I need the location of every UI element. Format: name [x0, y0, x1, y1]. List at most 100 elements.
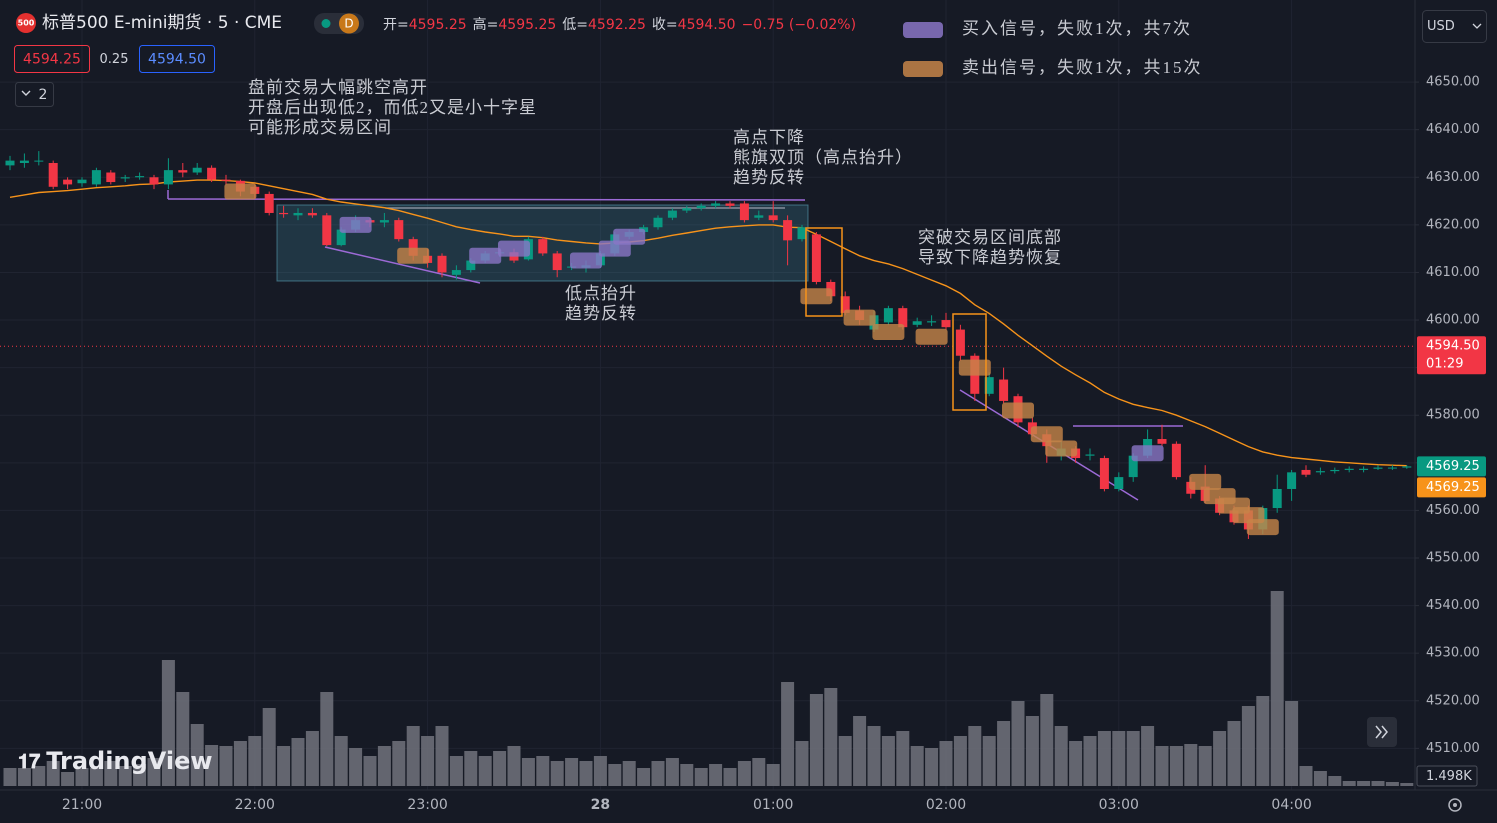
candle-body — [307, 212, 317, 216]
volume-bar — [737, 761, 751, 786]
candle-body — [667, 210, 677, 218]
volume-bar — [881, 736, 895, 786]
symbol-icon-text: 500 — [18, 19, 35, 28]
volume-bar — [219, 746, 233, 786]
settings-icon[interactable] — [1448, 798, 1462, 812]
y-tick-label: 4650.00 — [1426, 75, 1480, 90]
signal-box — [1002, 402, 1034, 419]
volume-bar — [838, 736, 852, 786]
signal-box — [1131, 445, 1164, 462]
candle-body — [1301, 469, 1311, 475]
candle-body — [135, 176, 145, 178]
interval-badge-text: D — [344, 17, 353, 31]
volume-bar — [190, 724, 204, 786]
candle-body — [1272, 488, 1282, 509]
volume-bar — [161, 660, 175, 786]
candle-body — [696, 205, 706, 209]
ohlc-label: 开= — [383, 17, 409, 33]
y-tick-label: 4600.00 — [1426, 313, 1480, 328]
volume-bar — [464, 751, 478, 786]
volume-bar — [75, 768, 89, 786]
legend-swatch — [903, 22, 943, 38]
candle-body — [451, 270, 461, 275]
ohlc-value: 4595.25 — [498, 17, 556, 33]
currency: USD — [1427, 19, 1455, 34]
candle-body — [322, 215, 332, 246]
volume-bar — [982, 736, 996, 786]
candle-body — [883, 308, 893, 323]
volume-bar — [334, 736, 348, 786]
collapse-button[interactable] — [15, 82, 54, 107]
candle-body — [1387, 467, 1397, 469]
candle-body — [797, 227, 807, 240]
x-tick-label: 02:00 — [926, 797, 966, 813]
candle-body — [19, 160, 29, 163]
y-tick-label: 4550.00 — [1426, 550, 1480, 565]
volume-bar — [104, 761, 118, 786]
candle-body — [754, 215, 764, 218]
candle-body — [1157, 439, 1167, 444]
price-label-box — [1417, 336, 1486, 375]
candle-body — [1402, 466, 1412, 468]
currency-button[interactable] — [1422, 10, 1487, 43]
volume-bar — [406, 726, 420, 786]
ohlc-change: −0.75 (−0.02%) — [742, 17, 856, 33]
scroll-button[interactable] — [1367, 717, 1397, 747]
volume-bar — [392, 741, 406, 786]
candle-body — [207, 167, 217, 180]
signal-box — [1189, 473, 1222, 490]
volume-bar — [478, 756, 492, 786]
signal-box — [498, 240, 530, 257]
x-tick-label: 22:00 — [235, 797, 275, 813]
signal-box — [1030, 426, 1063, 443]
x-tick-label: 01:00 — [753, 797, 793, 813]
volume-bar — [118, 766, 132, 786]
candle-body — [1330, 469, 1340, 472]
ask-box[interactable] — [139, 45, 215, 73]
volume-bar — [435, 726, 449, 786]
y-tick-label: 4630.00 — [1426, 170, 1480, 185]
candle-body — [840, 296, 850, 313]
volume-bar — [1112, 731, 1126, 786]
candle-body — [264, 193, 274, 213]
candle-body — [898, 308, 908, 328]
volume-bar — [781, 682, 795, 786]
volume-bar — [3, 768, 17, 786]
volume-bar — [766, 764, 780, 786]
x-tick-label: 21:00 — [62, 797, 102, 813]
volume-bar — [1184, 744, 1198, 786]
x-tick-label: 03:00 — [1099, 797, 1139, 813]
volume-bar — [694, 768, 708, 786]
volume-bar — [593, 756, 607, 786]
candle-body — [768, 215, 778, 221]
y-tick-label: 4640.00 — [1426, 122, 1480, 137]
price-label-box — [1417, 477, 1486, 498]
volume-bar — [133, 764, 147, 786]
signal-box — [613, 228, 646, 245]
volume-bar — [536, 756, 550, 786]
candle-body — [63, 179, 73, 185]
candle-body — [91, 170, 101, 185]
volume-bar — [349, 748, 363, 786]
volume-bar — [910, 746, 924, 786]
volume-bar — [305, 731, 319, 786]
spread: 0.25 — [100, 52, 129, 67]
annotation: 低点抬升 — [565, 284, 637, 303]
candle-body — [725, 203, 735, 206]
volume-bar — [565, 758, 579, 786]
volume-bar — [32, 766, 46, 786]
volume-bar — [277, 746, 291, 786]
price-label-countdown: 01:29 — [1426, 357, 1463, 372]
candle-body — [1085, 454, 1095, 456]
symbol-icon — [16, 13, 36, 33]
candle-body — [653, 217, 663, 228]
bid-box[interactable] — [14, 45, 90, 73]
legend-label: 买入信号，失败1次，共7次 — [962, 19, 1192, 38]
ohlc-value: 4594.50 — [678, 17, 736, 33]
candle-body — [1359, 468, 1369, 470]
signal-box — [1246, 519, 1279, 536]
candle-body — [293, 212, 303, 216]
y-tick-label: 4580.00 — [1426, 408, 1480, 423]
volume-bar — [853, 716, 867, 786]
symbol-title[interactable]: 标普500 E-mini期货 · 5 · CME — [42, 13, 282, 33]
